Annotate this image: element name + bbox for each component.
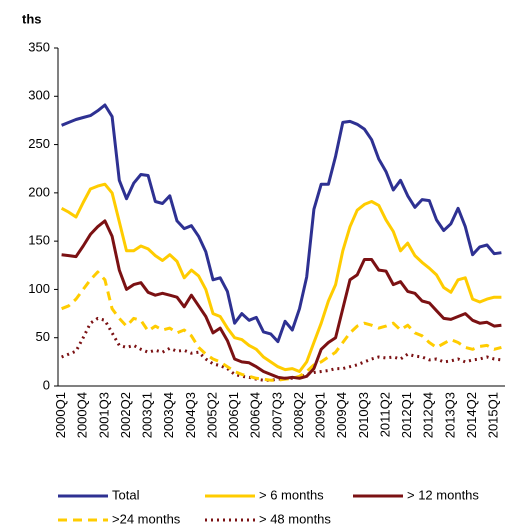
x-tick-label: 2001Q3 bbox=[96, 392, 111, 438]
x-tick-label: 2006Q4 bbox=[248, 392, 263, 438]
x-tick-label: 2005Q2 bbox=[204, 392, 219, 438]
x-tick-label: 2008Q2 bbox=[291, 392, 306, 438]
unit-label: ths bbox=[22, 11, 42, 26]
y-tick-label: 200 bbox=[28, 184, 50, 199]
x-tick-label: 2014Q2 bbox=[464, 392, 479, 438]
y-tick-label: 250 bbox=[28, 136, 50, 151]
x-tick-label: 2012Q4 bbox=[421, 392, 436, 438]
y-tick-label: 50 bbox=[36, 329, 50, 344]
x-tick-label: 2002Q2 bbox=[118, 392, 133, 438]
x-tick-label: 2010Q3 bbox=[356, 392, 371, 438]
x-tick-label: 2000Q4 bbox=[75, 392, 90, 438]
y-tick-label: 350 bbox=[28, 39, 50, 54]
x-tick-label: 2003Q4 bbox=[161, 392, 176, 438]
x-tick-label: 2004Q3 bbox=[183, 392, 198, 438]
x-tick-label: 2009Q4 bbox=[334, 392, 349, 438]
legend-label: > 6 months bbox=[259, 487, 324, 502]
x-tick-label: 2015Q1 bbox=[486, 392, 501, 438]
x-tick-label: 2009Q1 bbox=[313, 392, 328, 438]
y-tick-label: 100 bbox=[28, 281, 50, 296]
series-line bbox=[60, 182, 502, 373]
legend-label: > 12 months bbox=[407, 487, 479, 502]
x-tick-label: 2012Q1 bbox=[399, 392, 414, 438]
legend-label: > 48 months bbox=[259, 511, 331, 526]
y-tick-label: 0 bbox=[43, 377, 50, 392]
x-tick-label: 2007Q3 bbox=[269, 392, 284, 438]
series-line bbox=[61, 270, 502, 382]
x-tick-label: 2003Q1 bbox=[140, 392, 155, 438]
y-tick-label: 150 bbox=[28, 233, 50, 248]
series-line bbox=[61, 316, 502, 382]
series-line bbox=[61, 103, 502, 344]
x-tick-label: 2006Q1 bbox=[226, 392, 241, 438]
legend-label: Total bbox=[112, 487, 140, 502]
x-tick-label: 2000Q1 bbox=[53, 392, 68, 438]
y-tick-label: 300 bbox=[28, 88, 50, 103]
series-line bbox=[61, 219, 502, 380]
x-tick-label: 2011Q2 bbox=[377, 392, 392, 437]
legend-label: >24 months bbox=[112, 511, 181, 526]
x-tick-label: 2013Q3 bbox=[442, 392, 457, 438]
